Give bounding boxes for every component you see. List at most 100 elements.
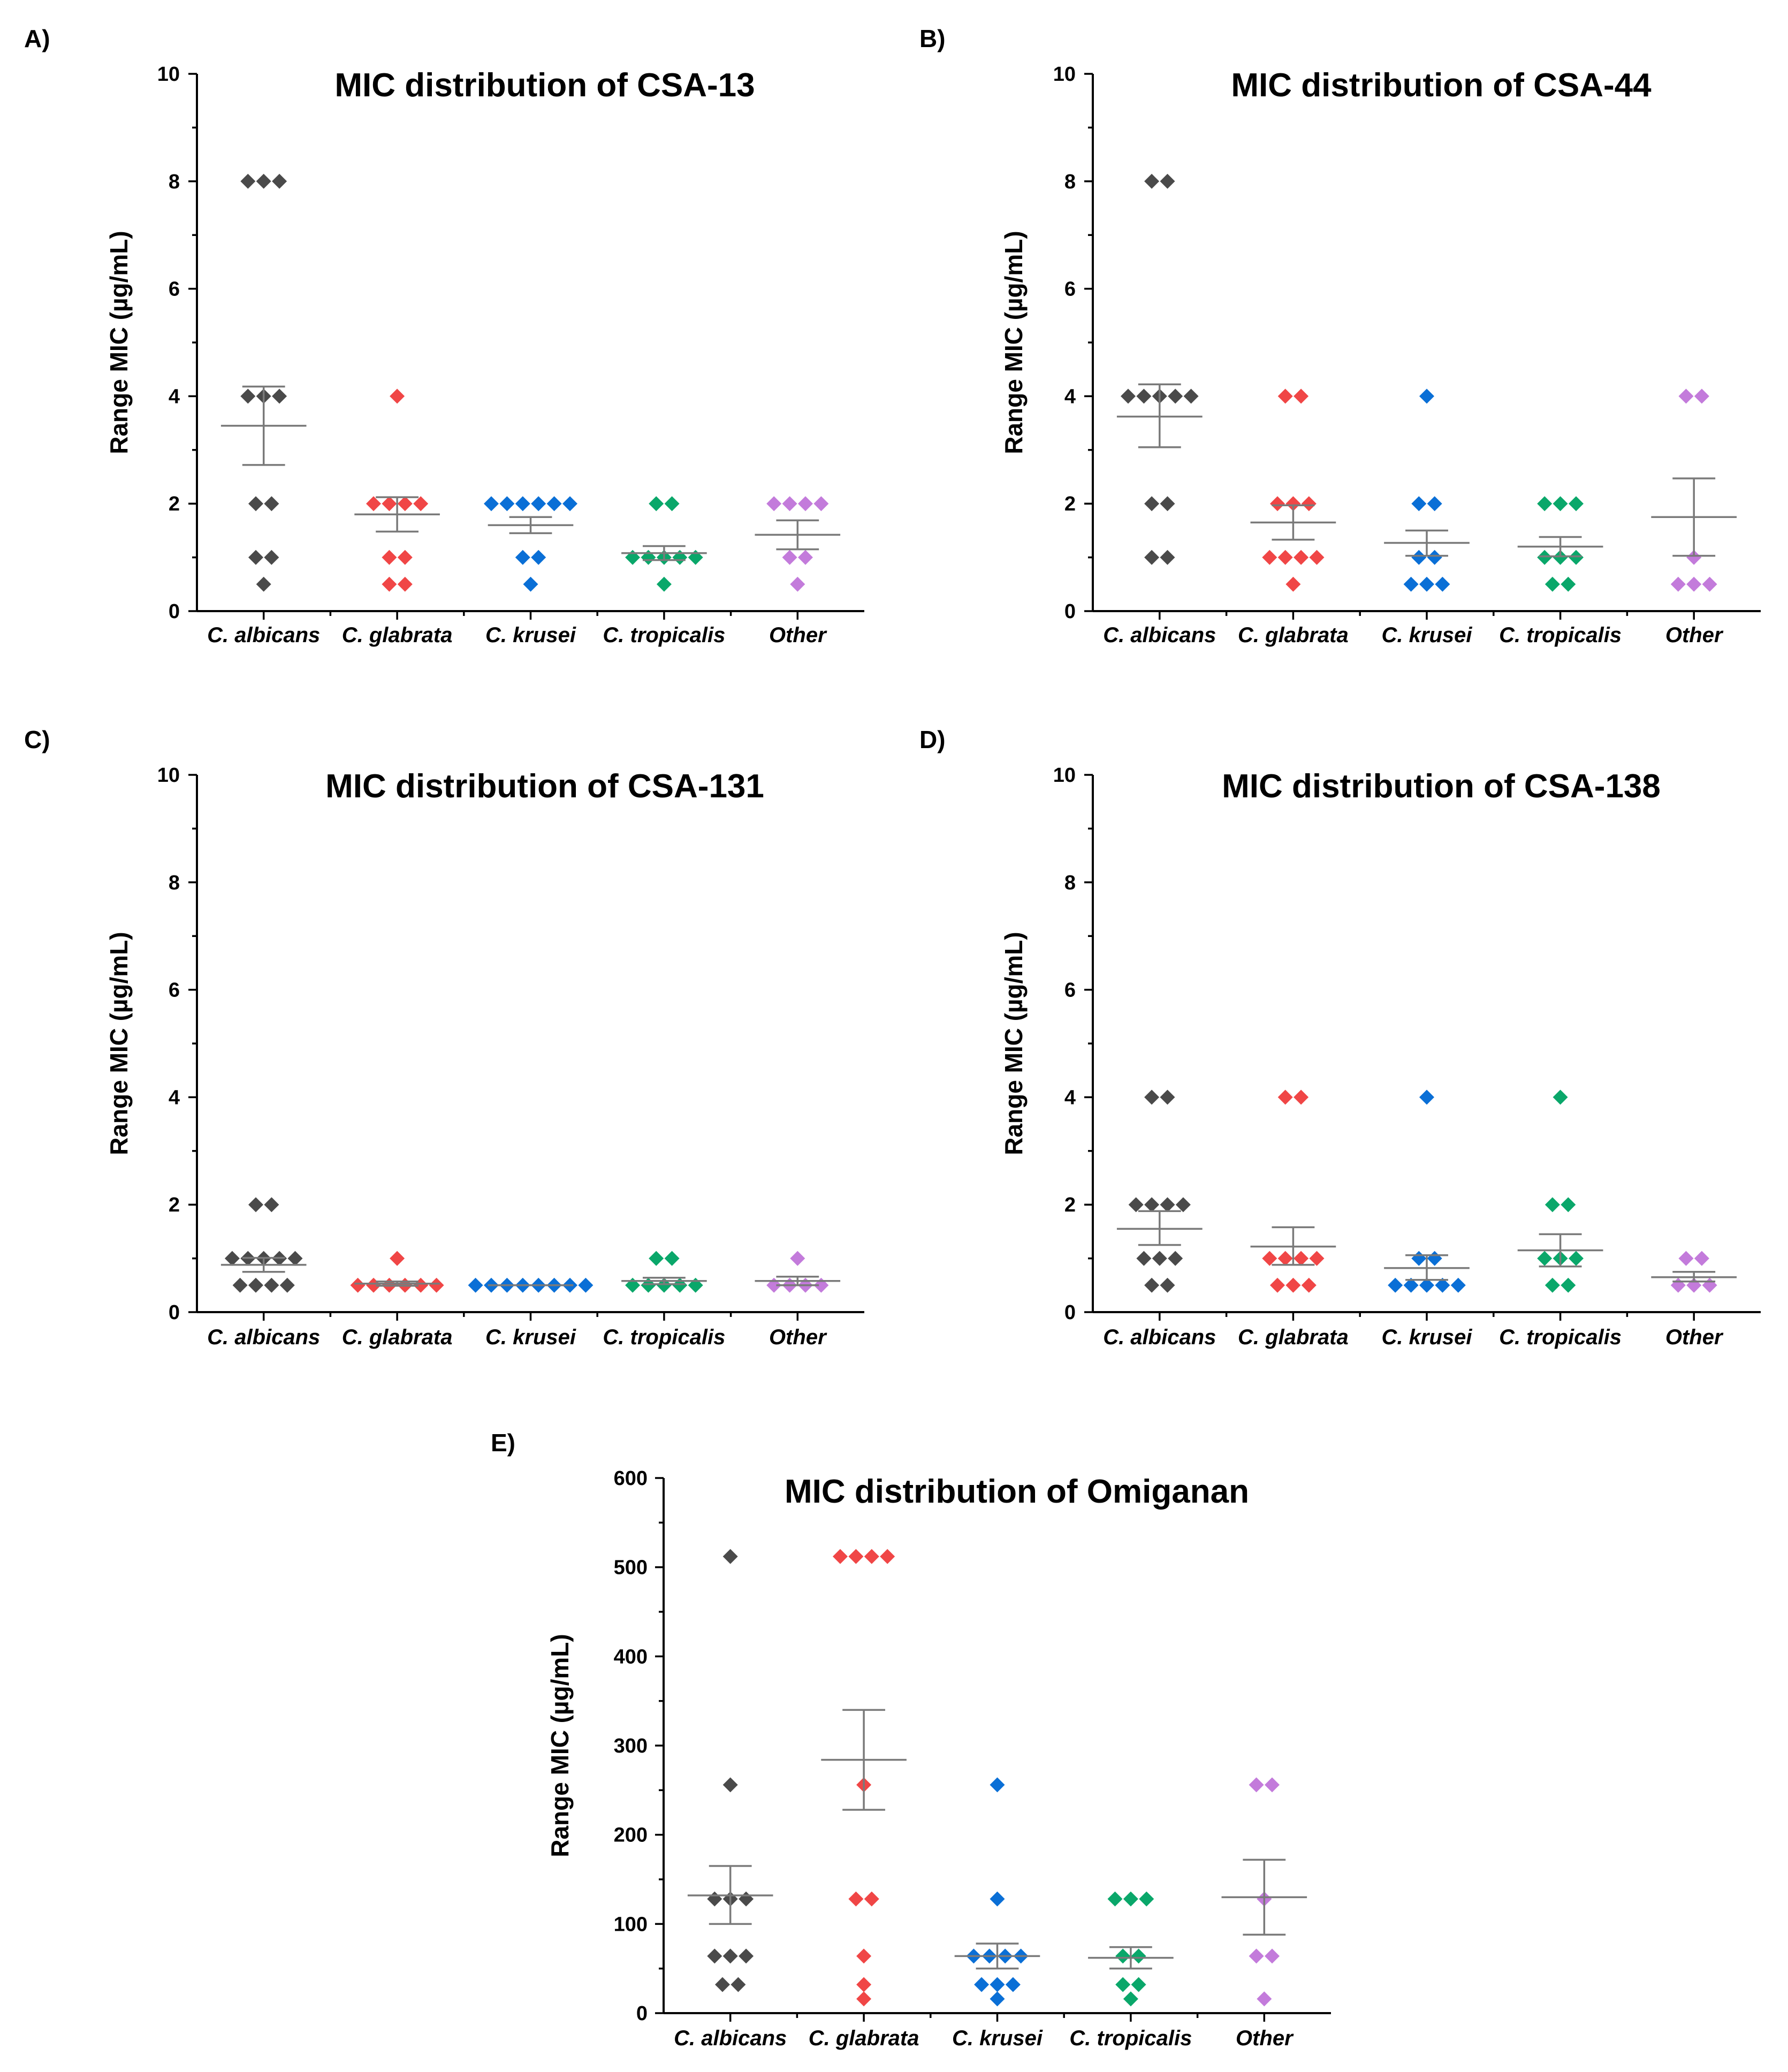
data-point: [484, 496, 499, 512]
category-label: C. krusei: [485, 1326, 576, 1349]
chart-title: MIC distribution of CSA-138: [1222, 768, 1661, 805]
data-point: [1277, 550, 1293, 565]
data-point: [1257, 1991, 1272, 2007]
y-tick-label: 100: [614, 1913, 648, 1936]
category-label: C. albicans: [1103, 1326, 1216, 1349]
data-point: [1262, 550, 1277, 565]
data-point: [1427, 550, 1442, 565]
y-axis-label: Range MIC (µg/mL): [105, 932, 133, 1155]
chart-title: MIC distribution of Omiganan: [785, 1473, 1249, 1510]
data-point: [390, 1251, 405, 1266]
chart-title: MIC distribution of CSA-13: [334, 67, 755, 104]
data-point: [722, 1948, 738, 1964]
data-point: [664, 496, 680, 512]
y-tick-label: 8: [169, 872, 180, 894]
data-point: [382, 496, 397, 512]
data-point: [1160, 1090, 1175, 1105]
data-point: [1144, 496, 1160, 512]
category-label: C. krusei: [1382, 1326, 1473, 1349]
data-point: [1294, 1090, 1309, 1105]
data-point: [1131, 1977, 1146, 1992]
y-tick-label: 10: [157, 63, 180, 86]
data-point: [739, 1948, 754, 1964]
data-point: [468, 1277, 483, 1293]
data-point: [1569, 550, 1584, 565]
data-point: [1544, 1197, 1560, 1213]
data-point: [248, 1197, 263, 1213]
data-point: [864, 1891, 879, 1907]
data-point: [1139, 1891, 1154, 1907]
data-point: [1168, 1251, 1183, 1266]
data-point: [672, 1277, 688, 1293]
data-point: [272, 389, 287, 404]
y-tick-label: 600: [614, 1467, 648, 1490]
data-point: [1144, 1197, 1160, 1213]
series-group: [1088, 1891, 1174, 2007]
y-tick-label: 2: [1064, 1194, 1076, 1216]
data-point: [366, 496, 381, 512]
data-point: [1403, 576, 1419, 592]
data-point: [1419, 389, 1434, 404]
data-point: [240, 389, 256, 404]
y-tick-label: 8: [1064, 872, 1076, 894]
data-point: [1427, 496, 1442, 512]
data-point: [1411, 550, 1427, 565]
data-point: [707, 1948, 722, 1964]
data-point: [279, 1277, 295, 1293]
data-point: [1144, 1277, 1160, 1293]
data-point: [1301, 496, 1317, 512]
data-point: [1270, 1277, 1285, 1293]
data-point: [856, 1948, 872, 1964]
data-point: [264, 1197, 279, 1213]
data-point: [240, 173, 256, 189]
data-point: [1411, 1251, 1427, 1266]
data-point: [256, 173, 271, 189]
y-tick-label: 500: [614, 1557, 648, 1579]
data-point: [1544, 576, 1560, 592]
data-point: [264, 1277, 279, 1293]
data-point: [715, 1977, 730, 1992]
data-point: [1561, 1197, 1576, 1213]
data-point: [766, 496, 782, 512]
data-point: [1249, 1777, 1264, 1793]
data-point: [1537, 1251, 1553, 1266]
category-label: Other: [1665, 623, 1724, 647]
data-point: [1403, 1277, 1419, 1293]
series-group: [1116, 1090, 1203, 1293]
data-point: [1678, 1251, 1694, 1266]
data-point: [523, 576, 538, 592]
data-point: [232, 1277, 248, 1293]
panel-b: B) MIC distribution of CSA-44 Range MIC (µ…: [919, 25, 1761, 647]
data-point: [1175, 1197, 1191, 1213]
y-tick-label: 2: [169, 493, 180, 515]
data-point: [1694, 1251, 1709, 1266]
panel-letter: B): [919, 25, 946, 52]
data-point: [688, 550, 703, 565]
series-group: [1384, 389, 1470, 592]
data-point: [1553, 550, 1568, 565]
data-point: [722, 1777, 738, 1793]
data-point: [790, 576, 805, 592]
data-point: [656, 576, 672, 592]
data-point: [649, 496, 664, 512]
series-group: [687, 1549, 773, 1992]
series-group: [1250, 389, 1336, 592]
category-label: C. krusei: [1382, 623, 1473, 647]
data-point: [856, 1977, 872, 1992]
data-point: [562, 496, 577, 512]
data-point: [813, 496, 829, 512]
series-group: [350, 1251, 444, 1293]
data-point: [1419, 576, 1434, 592]
category-label: Other: [769, 1326, 827, 1349]
data-point: [641, 550, 656, 565]
series-group: [1221, 1777, 1307, 2007]
series-group: [1517, 1090, 1603, 1293]
data-point: [1123, 1991, 1138, 2007]
data-point: [625, 550, 641, 565]
series-group: [468, 1277, 594, 1293]
category-label: C. tropicalis: [603, 1326, 725, 1349]
data-point: [397, 576, 413, 592]
category-label: C. glabrata: [1238, 623, 1349, 647]
series-group: [621, 1251, 707, 1293]
y-tick-label: 400: [614, 1646, 648, 1668]
